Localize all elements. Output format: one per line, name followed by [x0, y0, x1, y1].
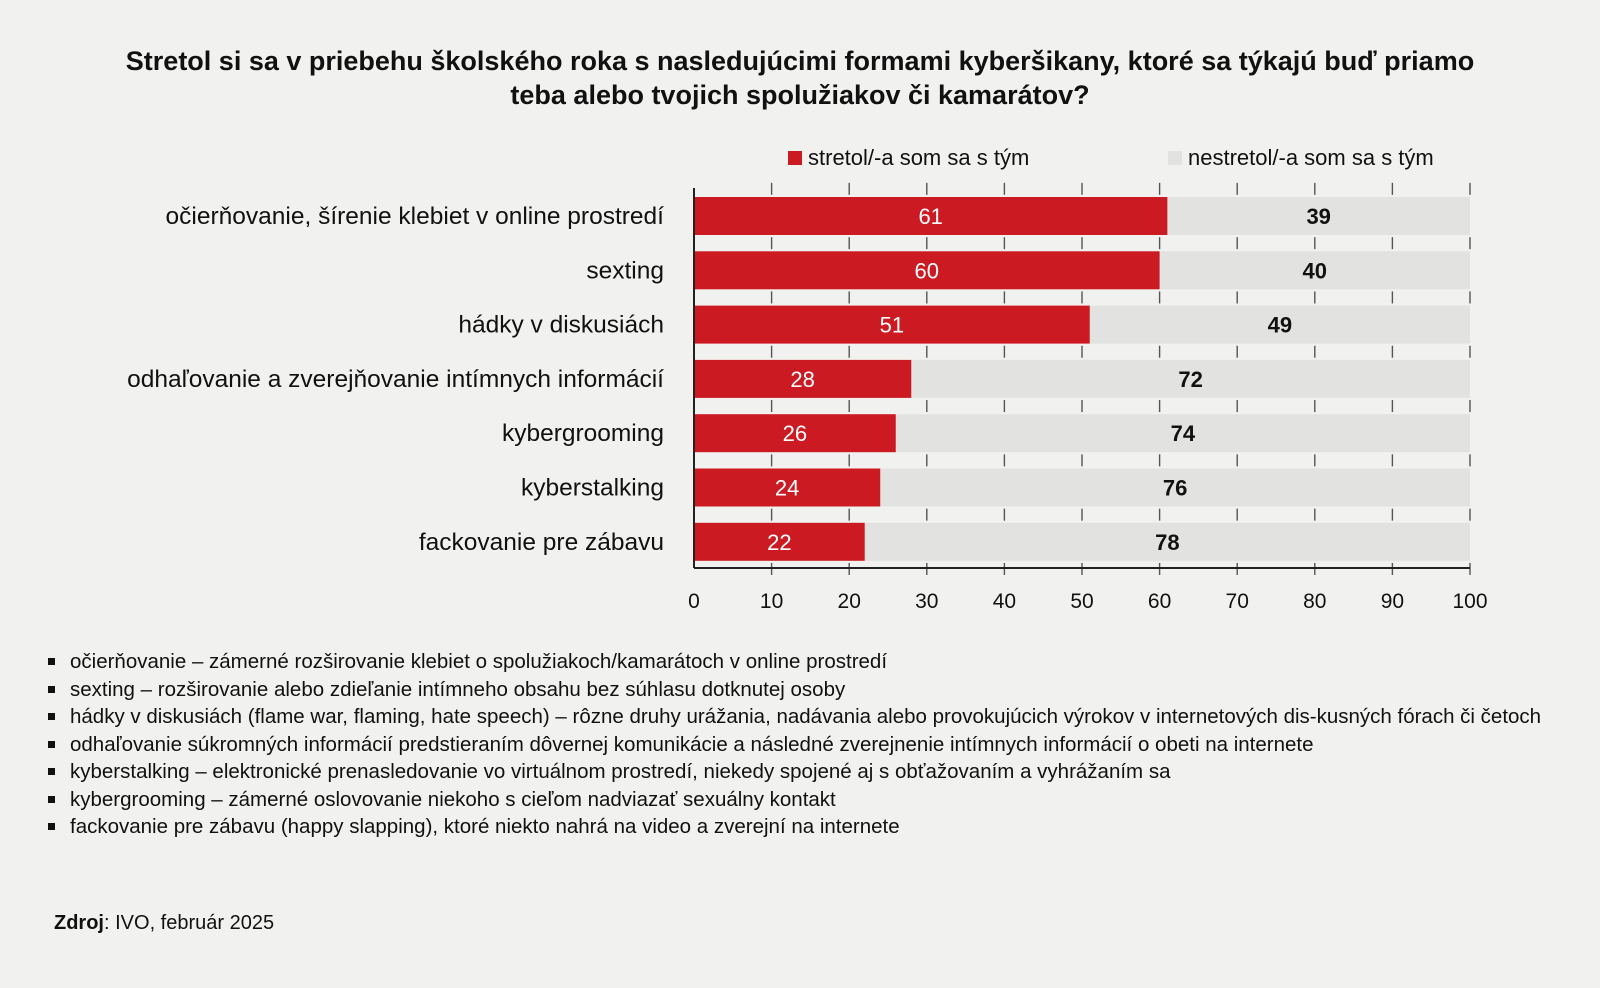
- bar-stretol: [694, 414, 896, 453]
- x-tick-label: 30: [915, 590, 938, 613]
- legend-label-stretol: stretol/-a som sa s tým: [808, 145, 1030, 170]
- legend-swatch-stretol: [788, 151, 802, 165]
- chart-title-line-2: teba alebo tvojich spolužiakov či kamará…: [510, 80, 1090, 110]
- bar-rest: [1167, 197, 1470, 235]
- category-label: hádky v diskusiách: [458, 312, 664, 339]
- bar-stretol: [694, 251, 1160, 290]
- bar-rest: [895, 414, 1470, 453]
- definitions-list: očierňovanie – zámerné rozširovanie kleb…: [44, 648, 1584, 841]
- x-tick-label: 70: [1226, 590, 1249, 613]
- bar-value-stretol: 22: [767, 530, 791, 555]
- source-label: Zdroj: [54, 912, 104, 934]
- bar-stretol: [694, 522, 865, 561]
- legend-swatch-nestretol: [1168, 151, 1182, 165]
- source-text: : IVO, február 2025: [104, 912, 275, 934]
- x-tick-label: 80: [1303, 590, 1326, 613]
- chart-title: Stretol si sa v priebehu školského roka …: [40, 44, 1560, 112]
- category-label: sexting: [586, 257, 664, 284]
- definition-item: sexting – rozširovanie alebo zdieľanie i…: [44, 676, 1584, 704]
- x-tick-label: 60: [1148, 590, 1171, 613]
- bar-stretol: [694, 468, 881, 507]
- category-label: očierňovanie, šírenie klebiet v online p…: [166, 203, 665, 230]
- bar-value-stretol: 24: [775, 476, 799, 501]
- category-label: odhaľovanie a zverejňovanie intímnych in…: [127, 366, 664, 393]
- bar-stretol: [694, 359, 912, 398]
- bar-value-nestretol: 78: [1155, 530, 1179, 555]
- bar-value-nestretol: 72: [1178, 367, 1202, 392]
- bar-value-nestretol: 76: [1163, 476, 1187, 501]
- x-tick-label: 90: [1381, 590, 1404, 613]
- bar-value-stretol: 61: [918, 204, 942, 229]
- bar-value-stretol: 28: [790, 367, 814, 392]
- bar-rest: [864, 522, 1470, 561]
- category-label: kyberstalking: [521, 475, 664, 502]
- bar-value-nestretol: 49: [1268, 313, 1292, 338]
- x-tick-label: 50: [1070, 590, 1093, 613]
- definition-item: kyberstalking – elektronické prenasledov…: [44, 758, 1584, 786]
- bar-stretol: [694, 305, 1090, 344]
- bar-rest: [1159, 251, 1470, 290]
- bar-rest: [880, 468, 1470, 507]
- legend-label-nestretol: nestretol/-a som sa s tým: [1188, 145, 1434, 170]
- category-label: kybergrooming: [502, 420, 664, 447]
- definition-item: očierňovanie – zámerné rozširovanie kleb…: [44, 648, 1584, 676]
- x-tick-label: 10: [760, 590, 783, 613]
- x-tick-label: 0: [688, 590, 700, 613]
- x-tick-label: 40: [993, 590, 1016, 613]
- bar-value-stretol: 26: [783, 421, 807, 446]
- definition-item: fackovanie pre zábavu (happy slapping), …: [44, 813, 1584, 841]
- source-note: Zdroj: IVO, február 2025: [54, 912, 274, 935]
- chart-title-line-1: Stretol si sa v priebehu školského roka …: [125, 46, 1475, 76]
- bar-value-stretol: 51: [880, 313, 904, 338]
- bar-rest: [911, 359, 1470, 398]
- legend-item-nestretol: nestretol/-a som sa s tým: [1168, 145, 1434, 171]
- legend-item-stretol: stretol/-a som sa s tým: [788, 145, 1029, 171]
- legend: stretol/-a som sa s tým nestretol/-a som…: [0, 145, 1600, 175]
- definition-item: kybergrooming – zámerné oslovovanie niek…: [44, 786, 1584, 814]
- bar-value-nestretol: 39: [1306, 204, 1330, 229]
- x-tick-label: 100: [1452, 590, 1487, 613]
- bar-stretol: [694, 197, 1168, 235]
- bar-value-nestretol: 74: [1171, 421, 1196, 446]
- definition-item: hádky v diskusiách (flame war, flaming, …: [44, 703, 1584, 731]
- bar-rest: [1089, 305, 1470, 344]
- definition-item: odhaľovanie súkromných informácií predst…: [44, 731, 1584, 759]
- bar-value-stretol: 60: [915, 258, 939, 283]
- bar-chart: 61 39 očierňovanie, šírenie klebiet v onli…: [127, 182, 1488, 613]
- category-label: fackovanie pre zábavu: [419, 529, 664, 556]
- x-tick-label: 20: [838, 590, 861, 613]
- bar-value-nestretol: 40: [1303, 258, 1327, 283]
